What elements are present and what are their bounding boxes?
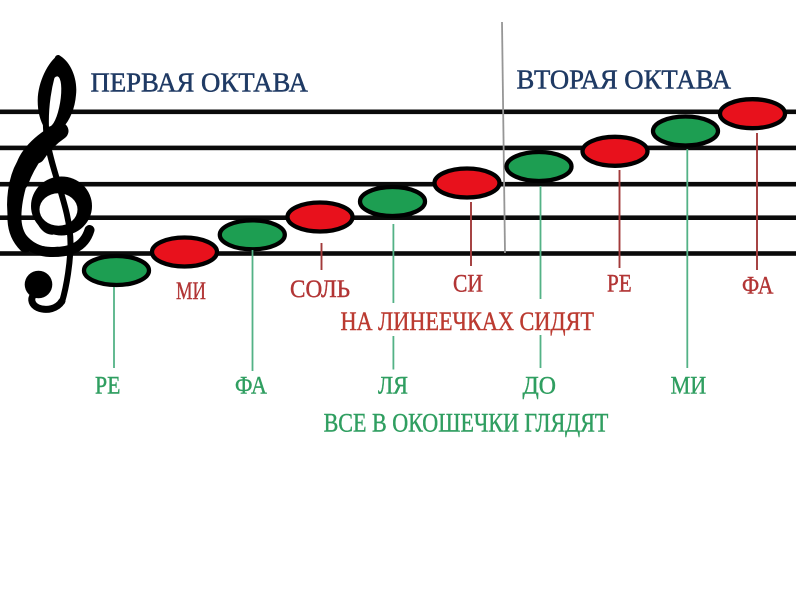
svg-text:МИ: МИ: [176, 278, 206, 305]
svg-text:ВТОРАЯ ОКТАВА: ВТОРАЯ ОКТАВА: [517, 65, 732, 95]
svg-text:ВСЕ В ОКОШЕЧКИ ГЛЯДЯТ: ВСЕ В ОКОШЕЧКИ ГЛЯДЯТ: [324, 409, 609, 438]
svg-text:РЕ: РЕ: [95, 373, 120, 400]
svg-text:СОЛЬ: СОЛЬ: [290, 276, 350, 303]
svg-text:РЕ: РЕ: [607, 271, 632, 298]
svg-text:НА ЛИНЕЕЧКАХ СИДЯТ: НА ЛИНЕЕЧКАХ СИДЯТ: [341, 307, 595, 336]
svg-text:МИ: МИ: [671, 373, 707, 400]
svg-text:ЛЯ: ЛЯ: [378, 373, 408, 400]
svg-text:СИ: СИ: [453, 271, 483, 298]
svg-text:ПЕРВАЯ ОКТАВА: ПЕРВАЯ ОКТАВА: [91, 67, 309, 97]
svg-text:ФА: ФА: [742, 273, 774, 300]
svg-text:ФА: ФА: [235, 373, 267, 400]
svg-text:ДО: ДО: [523, 373, 557, 400]
